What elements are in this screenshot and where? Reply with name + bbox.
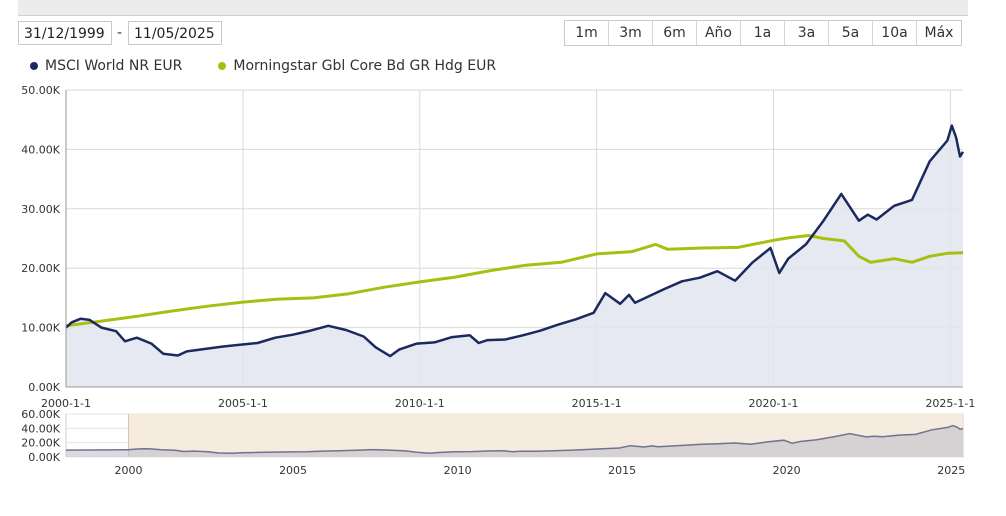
series-line-bond-index	[65, 234, 964, 328]
navigator-y-tick-label: 20.00K	[21, 437, 60, 450]
range-button-3y[interactable]: 3a	[785, 21, 829, 45]
x-tick-label: 2015-1-1	[572, 397, 622, 410]
range-selector: 1m 3m 6m Año 1a 3a 5a 10a Máx	[564, 20, 962, 46]
x-tick-label: 2025-1-1	[925, 397, 975, 410]
y-tick-label: 50.00K	[21, 84, 60, 97]
navigator-y-tick-label: 40.00K	[21, 422, 60, 435]
end-date-input[interactable]: 11/05/2025	[128, 21, 222, 45]
x-tick-label: 2005-1-1	[218, 397, 268, 410]
x-tick-label: 2020-1-1	[749, 397, 799, 410]
series-line-msci-world	[65, 124, 965, 358]
legend-label: Morningstar Gbl Core Bd GR Hdg EUR	[233, 58, 497, 74]
range-button-1y[interactable]: 1a	[741, 21, 785, 45]
y-tick-label: 20.00K	[21, 262, 60, 275]
start-date-input[interactable]: 31/12/1999	[18, 21, 112, 45]
navigator-x-tick-label: 2020	[773, 464, 801, 477]
range-button-3m[interactable]: 3m	[609, 21, 653, 45]
range-button-6m[interactable]: 6m	[653, 21, 697, 45]
legend-marker-icon	[30, 62, 38, 70]
y-tick-label: 40.00K	[21, 143, 60, 156]
legend-item-bond-index[interactable]: Morningstar Gbl Core Bd GR Hdg EUR	[218, 58, 496, 74]
x-tick-label: 2000-1-1	[41, 397, 91, 410]
range-button-1m[interactable]: 1m	[565, 21, 609, 45]
range-button-10y[interactable]: 10a	[873, 21, 917, 45]
range-button-max[interactable]: Máx	[924, 25, 954, 41]
series-area-msci-world	[66, 125, 963, 387]
y-tick-label: 30.00K	[21, 203, 60, 216]
range-button-ytd[interactable]: Año	[697, 21, 741, 45]
navigator-x-tick-label: 2005	[279, 464, 307, 477]
navigator-x-tick-label: 2010	[444, 464, 472, 477]
navigator-x-tick-label: 2025	[937, 464, 965, 477]
y-tick-label: 10.00K	[21, 322, 60, 335]
navigator-line	[65, 424, 964, 455]
date-separator: -	[117, 25, 123, 41]
y-tick-label: 0.00K	[28, 381, 60, 394]
navigator-y-tick-label: 0.00K	[28, 451, 60, 464]
legend-label: MSCI World NR EUR	[45, 58, 183, 74]
legend-item-msci-world[interactable]: MSCI World NR EUR	[30, 58, 182, 74]
legend-marker-icon	[218, 62, 227, 70]
top-toolbar-strip	[18, 0, 968, 16]
chart-legend: MSCI World NR EUR Morningstar Gbl Core B…	[30, 58, 532, 74]
navigator-area	[66, 425, 963, 457]
navigator-x-tick-label: 2015	[608, 464, 636, 477]
x-tick-label: 2010-1-1	[395, 397, 445, 410]
navigator-y-tick-label: 60.00K	[21, 408, 60, 421]
navigator-x-tick-label: 2000	[115, 464, 143, 477]
range-button-5y[interactable]: 5a	[829, 21, 873, 45]
